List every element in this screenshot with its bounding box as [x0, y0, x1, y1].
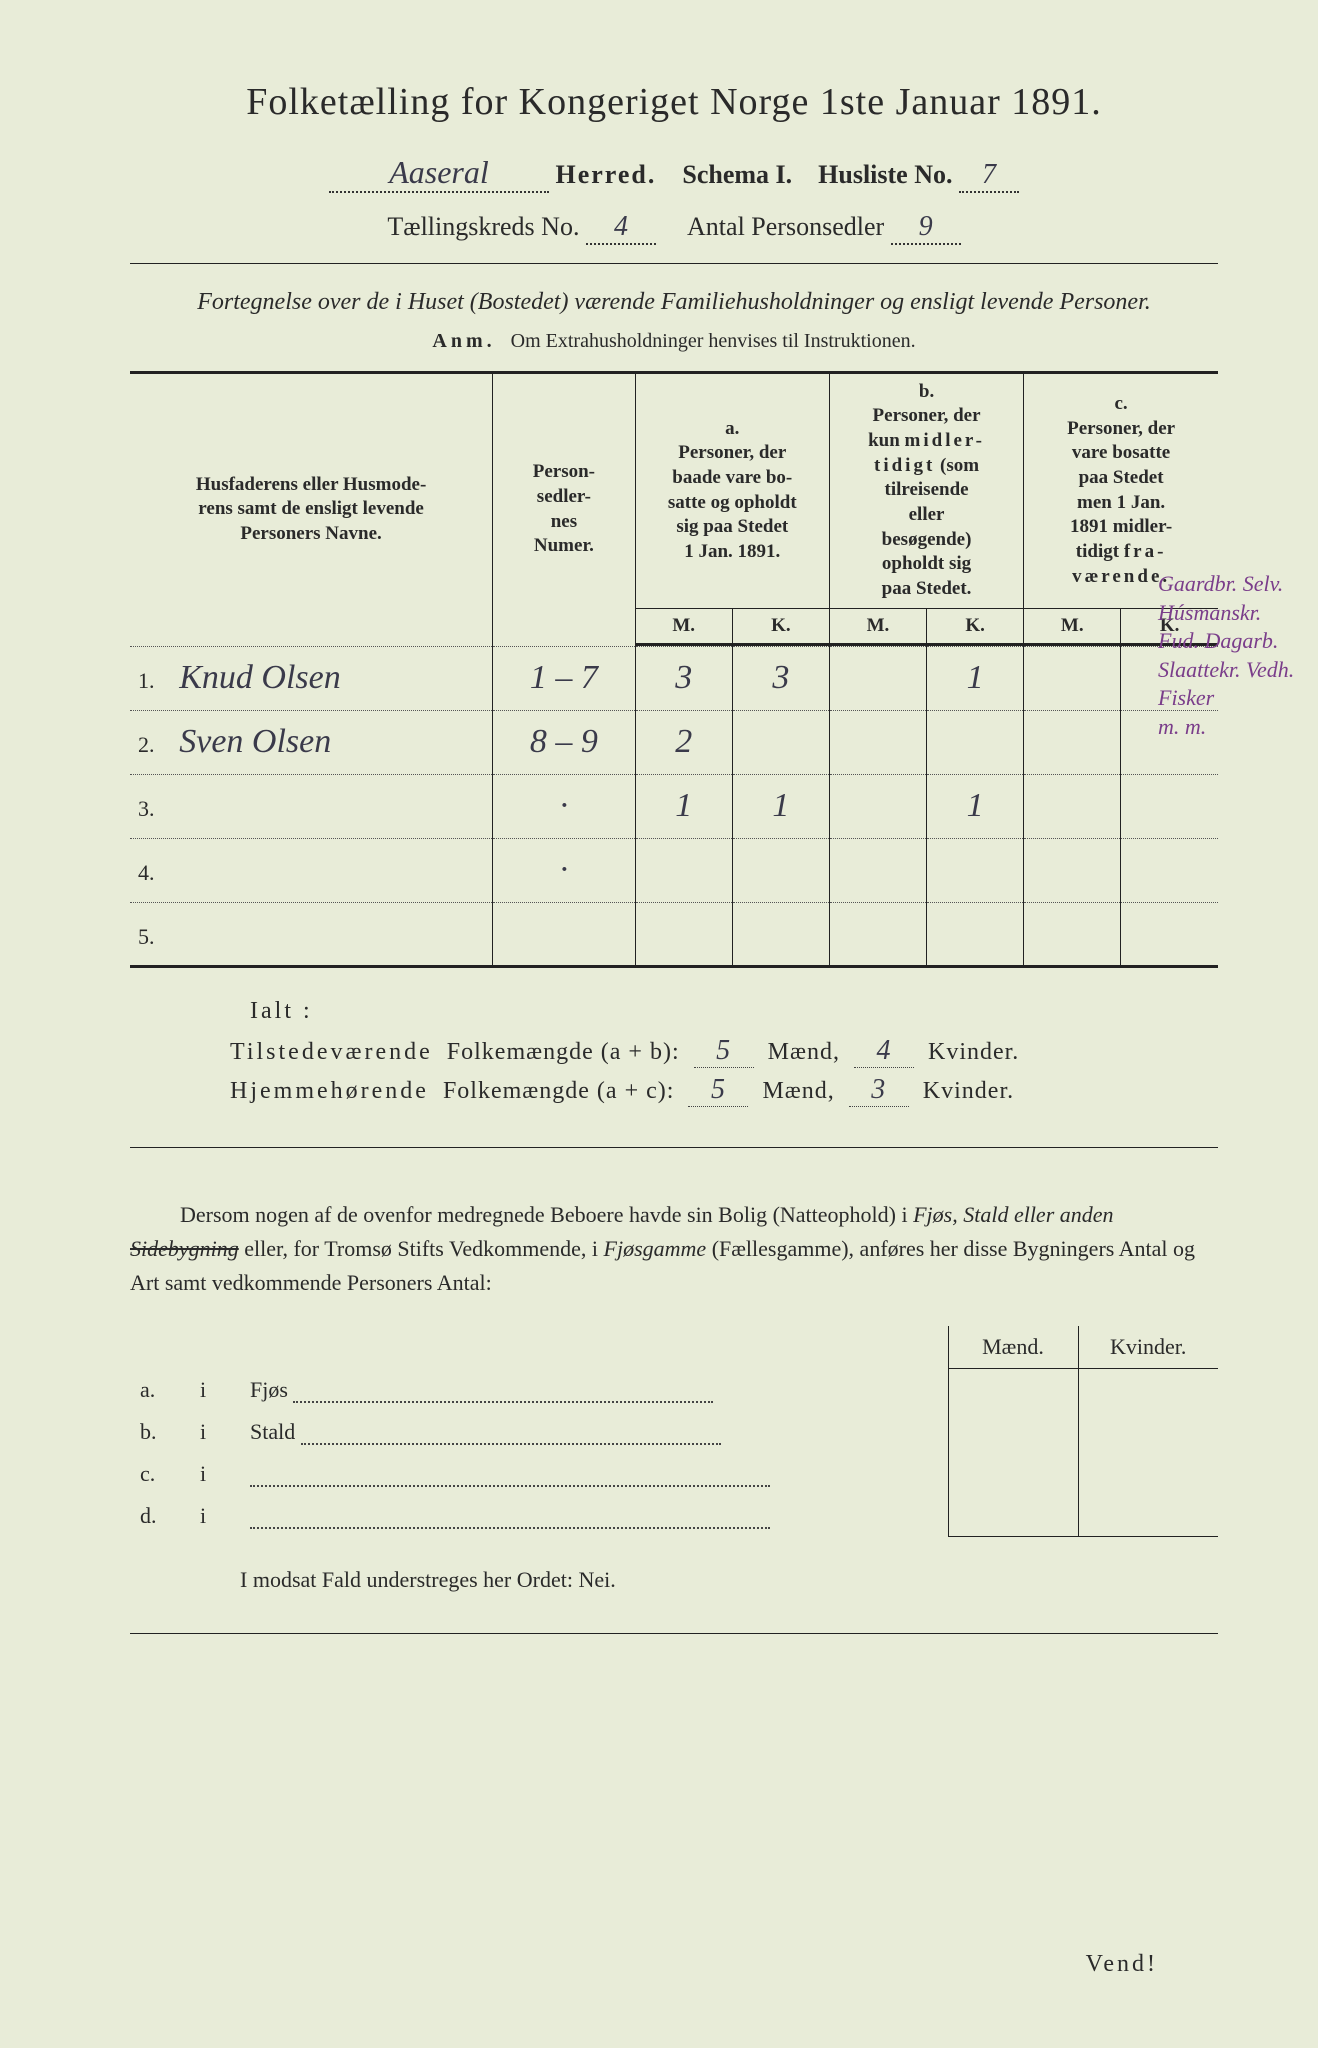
table-row: 4. · — [130, 838, 1218, 902]
kreds-label: Tællingskreds No. — [387, 212, 579, 241]
divider — [130, 263, 1218, 264]
husliste-value: 7 — [959, 159, 1019, 193]
anm-line: Anm. Om Extrahusholdninger henvises til … — [130, 330, 1218, 353]
col-a-label: a. Personer, derbaade vare bo-satte og o… — [635, 372, 829, 608]
husliste-label: Husliste No. — [818, 160, 952, 189]
modsat-text: I modsat Fald understreges her Ordet: Ne… — [240, 1567, 1218, 1593]
vend-label: Vend! — [1086, 1951, 1158, 1978]
antal-label: Antal Personsedler — [687, 212, 884, 241]
herred-value: Aaseral — [329, 154, 549, 193]
c-m: M. — [1024, 608, 1121, 644]
table-row: 5. — [130, 902, 1218, 966]
page-title: Folketælling for Kongeriget Norge 1ste J… — [130, 80, 1218, 124]
sum-tilstede: Tilstedeværende Folkemængde (a + b): 5 M… — [230, 1035, 1218, 1068]
census-table: Husfaderens eller Husmode-rens samt de e… — [130, 371, 1218, 968]
sum-hjemme: Hjemmehørende Folkemængde (a + c): 5 Mæn… — [230, 1074, 1218, 1107]
kreds-value: 4 — [586, 211, 656, 245]
table-row: 3. · 1 1 1 — [130, 774, 1218, 838]
col-names-header: Husfaderens eller Husmode-rens samt de e… — [130, 372, 493, 646]
antal-value: 9 — [891, 211, 961, 245]
herred-line: Aaseral Herred. Schema I. Husliste No. 7 — [130, 154, 1218, 193]
b-k: K. — [927, 608, 1024, 644]
ialt-label: Ialt : — [250, 998, 1218, 1025]
divider — [130, 1147, 1218, 1148]
a-m: M. — [635, 608, 732, 644]
kvinder-hdr: Kvinder. — [1078, 1326, 1218, 1369]
bld-row: b.i Stald — [130, 1411, 1218, 1453]
bld-row: d.i — [130, 1495, 1218, 1537]
a-k: K. — [732, 608, 829, 644]
maend-hdr: Mænd. — [948, 1326, 1078, 1369]
margin-note: Gaardbr. Selv.Húsmanskr.Fud. Dagarb.Slaa… — [1158, 570, 1298, 742]
anm-label: Anm. — [432, 330, 495, 352]
schema-label: Schema I. — [682, 160, 792, 189]
col-numer-header: Person-sedler-nesNumer. — [493, 372, 635, 646]
fortegnelse-text: Fortegnelse over de i Huset (Bostedet) v… — [130, 286, 1218, 320]
kreds-line: Tællingskreds No. 4 Antal Personsedler 9 — [130, 211, 1218, 245]
divider — [130, 1633, 1218, 1634]
anm-text: Om Extrahusholdninger henvises til Instr… — [511, 330, 916, 352]
b-m: M. — [829, 608, 926, 644]
bolig-paragraph: Dersom nogen af de ovenfor medregnede Be… — [130, 1198, 1218, 1300]
bld-row: a.i Fjøs — [130, 1369, 1218, 1411]
col-b-label: b. Personer, derkun midler-tidigt (somti… — [829, 372, 1023, 608]
herred-label: Herred. — [556, 160, 657, 189]
table-row: 2. Sven Olsen 8 – 9 2 — [130, 710, 1218, 774]
bld-row: c.i — [130, 1453, 1218, 1495]
table-row: 1. Knud Olsen 1 – 7 3 3 1 — [130, 646, 1218, 710]
bygning-table: Mænd. Kvinder. a.i Fjøs b.i Stald c.i d.… — [130, 1326, 1218, 1537]
